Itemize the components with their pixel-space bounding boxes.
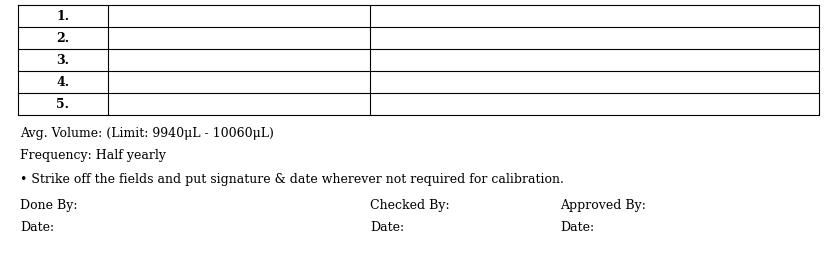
Text: Date:: Date: [20, 221, 54, 234]
Text: 5.: 5. [57, 97, 69, 111]
Text: Frequency: Half yearly: Frequency: Half yearly [20, 149, 166, 162]
Text: Checked By:: Checked By: [370, 199, 449, 212]
Text: Date:: Date: [559, 221, 594, 234]
Text: 4.: 4. [56, 76, 69, 88]
Text: Done By:: Done By: [20, 199, 78, 212]
Text: • Strike off the fields and put signature & date wherever not required for calib: • Strike off the fields and put signatur… [20, 173, 563, 186]
Text: Avg. Volume: (Limit: 9940μL - 10060μL): Avg. Volume: (Limit: 9940μL - 10060μL) [20, 127, 273, 140]
Text: 2.: 2. [56, 31, 69, 44]
Text: Date:: Date: [370, 221, 404, 234]
Text: 1.: 1. [56, 10, 69, 22]
Text: 3.: 3. [57, 54, 69, 67]
Text: Approved By:: Approved By: [559, 199, 645, 212]
